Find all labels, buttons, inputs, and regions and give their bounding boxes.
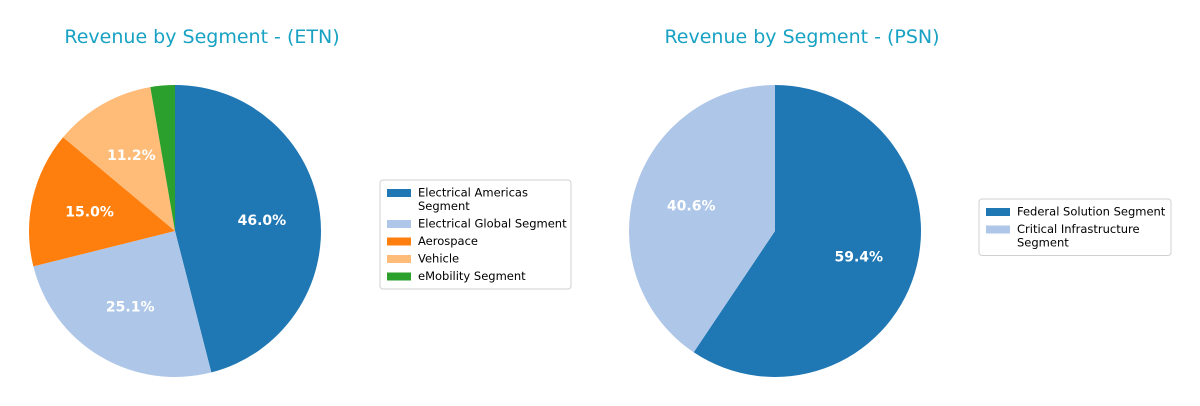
legend-label: Aerospace (418, 234, 478, 248)
legend-swatch (387, 237, 411, 246)
legend-item: Federal Solution Segment (986, 205, 1166, 219)
legend-label: eMobility Segment (418, 269, 526, 283)
legend-swatch (387, 255, 411, 263)
legend-label: Federal Solution Segment (1017, 205, 1166, 219)
legend-item: Electrical Global Segment (387, 217, 567, 231)
pie-percent-label: 46.0% (238, 213, 287, 229)
legend-item: Critical Infrastructure Segment (986, 222, 1140, 250)
legend-label: Electrical Global Segment (418, 217, 567, 231)
pie-percent-labels: 59.4% 40.6% (667, 199, 883, 266)
legend-swatch (387, 189, 411, 197)
pie-slice-electrical-global-segment (33, 231, 212, 377)
legend-item: eMobility Segment (387, 269, 526, 283)
chart-legend: Federal Solution Segment Critical Infrast… (978, 198, 1172, 256)
legend-swatch (387, 220, 411, 228)
pie-percent-label: 25.1% (106, 299, 155, 315)
pie-percent-label: 40.6% (667, 199, 716, 215)
pie-slice-federal-solution-segment (693, 85, 921, 377)
chart-title: Revenue by Segment - (ETN) (64, 26, 339, 48)
legend-item: Vehicle (387, 252, 459, 266)
legend-item: Electrical Americas Segment (387, 186, 528, 214)
legend-frame (978, 198, 1172, 256)
pie-slices (628, 85, 921, 377)
legend-swatch (986, 208, 1010, 216)
legend-label: Critical Infrastructure Segment (1017, 222, 1140, 250)
pie-slice-electrical-americas-segment (175, 85, 321, 373)
pie-percent-label: 11.2% (107, 148, 156, 164)
pie-slice-critical-infrastructure-segment (628, 85, 775, 353)
psn-revenue-pie-chart: Revenue by Segment - (PSN) 59.4% 40.6% Fe… (628, 26, 1172, 377)
legend-swatch (986, 225, 1010, 234)
pie-percent-labels: 46.0% 25.1% 15.0% 11.2% (65, 148, 286, 315)
pie-slice-emobility-segment (150, 85, 175, 231)
legend-frame (379, 179, 572, 290)
chart-legend: Electrical Americas Segment Electrical Glo… (379, 179, 572, 290)
pie-slice-aerospace (28, 137, 176, 267)
pie-slice-vehicle (63, 87, 176, 231)
etn-revenue-pie-chart: Revenue by Segment - (ETN) 46.0% 25.1% 15.… (28, 26, 572, 377)
pie-slices (28, 85, 321, 377)
legend-label: Electrical Americas Segment (418, 186, 528, 214)
legend-item: Aerospace (387, 234, 478, 248)
pie-percent-label: 15.0% (65, 204, 114, 220)
legend-label: Vehicle (418, 252, 459, 266)
legend-swatch (387, 272, 411, 281)
pie-percent-label: 59.4% (835, 250, 884, 266)
chart-title: Revenue by Segment - (PSN) (664, 26, 939, 48)
